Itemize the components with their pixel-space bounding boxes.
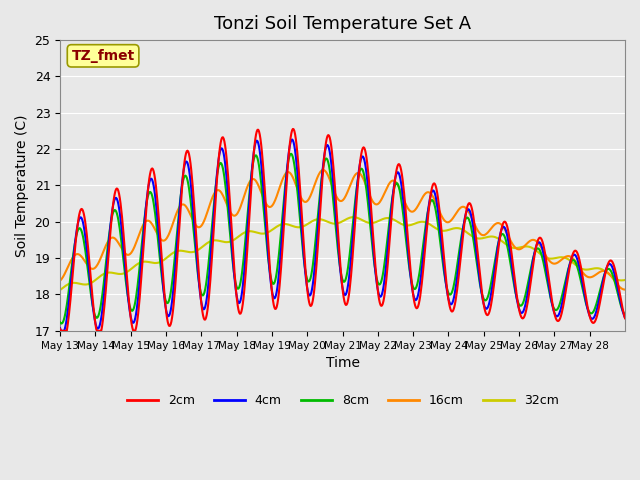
Y-axis label: Soil Temperature (C): Soil Temperature (C) — [15, 114, 29, 257]
Text: TZ_fmet: TZ_fmet — [72, 49, 134, 63]
Title: Tonzi Soil Temperature Set A: Tonzi Soil Temperature Set A — [214, 15, 471, 33]
Legend: 2cm, 4cm, 8cm, 16cm, 32cm: 2cm, 4cm, 8cm, 16cm, 32cm — [122, 389, 564, 412]
X-axis label: Time: Time — [326, 356, 360, 370]
